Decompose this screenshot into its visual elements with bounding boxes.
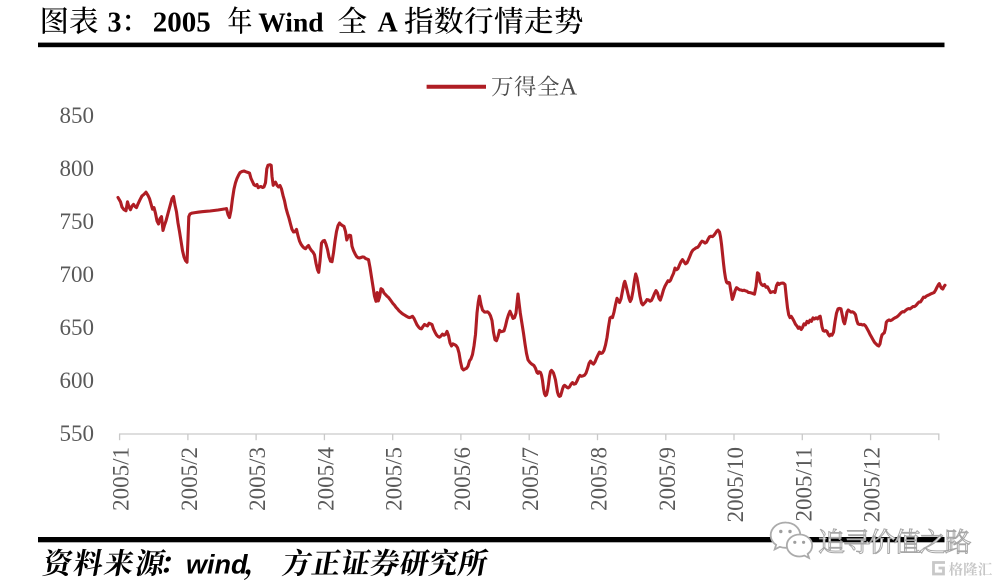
svg-text:700: 700 (60, 262, 95, 287)
svg-text:2005/4: 2005/4 (313, 447, 338, 511)
svg-text:2005/2: 2005/2 (177, 447, 202, 511)
svg-text:750: 750 (60, 209, 95, 234)
svg-text:2005/11: 2005/11 (791, 447, 816, 522)
svg-text:wind: wind (186, 550, 248, 580)
svg-text:2005/7: 2005/7 (518, 447, 543, 511)
svg-text:2005: 2005 (153, 7, 211, 39)
svg-text:550: 550 (60, 421, 95, 446)
svg-text:800: 800 (60, 156, 95, 181)
svg-text:2005/6: 2005/6 (450, 447, 475, 511)
svg-text:2005/1: 2005/1 (109, 447, 134, 511)
svg-text:2005/5: 2005/5 (382, 447, 407, 511)
svg-text:2005/8: 2005/8 (587, 447, 612, 511)
svg-text:650: 650 (60, 315, 95, 340)
svg-text:2005/3: 2005/3 (245, 447, 270, 511)
svg-text:600: 600 (60, 368, 95, 393)
svg-text:2005/10: 2005/10 (723, 447, 748, 522)
svg-text:3: 3 (108, 8, 122, 39)
svg-text:Wind: Wind (258, 7, 323, 38)
svg-text:A: A (560, 74, 578, 101)
svg-text:A: A (378, 8, 399, 39)
svg-text:2005/9: 2005/9 (655, 447, 680, 511)
svg-text:850: 850 (60, 103, 95, 128)
svg-text:2005/12: 2005/12 (860, 447, 885, 522)
